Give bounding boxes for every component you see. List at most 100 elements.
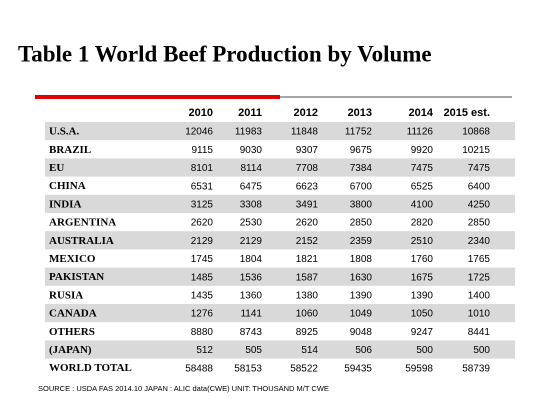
cell-value: 58739 — [462, 363, 490, 374]
gray-rule — [280, 96, 512, 98]
cell-value: 1141 — [240, 309, 262, 320]
cell-value: 1587 — [296, 272, 319, 283]
row-band — [45, 231, 515, 250]
row-label: CHINA — [49, 180, 86, 192]
cell-value: 1804 — [240, 254, 263, 265]
cell-value: 1390 — [411, 291, 434, 302]
cell-value: 9247 — [411, 327, 434, 338]
row-label: OTHERS — [49, 326, 95, 338]
cell-value: 1010 — [468, 309, 491, 320]
cell-value: 1760 — [411, 254, 434, 265]
cell-value: 1765 — [468, 254, 491, 265]
cell-value: 1380 — [296, 291, 319, 302]
cell-value: 1536 — [240, 272, 263, 283]
cell-value: 59598 — [405, 363, 433, 374]
cell-value: 9675 — [350, 145, 373, 156]
cell-value: 9115 — [191, 145, 213, 156]
row-label: U.S.A. — [49, 126, 80, 138]
cell-value: 2820 — [411, 218, 434, 229]
row-band — [45, 340, 515, 359]
column-header: 2014 — [409, 107, 434, 119]
cell-value: 58488 — [185, 363, 213, 374]
cell-value: 7475 — [468, 163, 491, 174]
cell-value: 1745 — [191, 254, 214, 265]
cell-value: 1049 — [350, 309, 373, 320]
cell-value: 512 — [196, 345, 213, 356]
cell-value: 1276 — [191, 309, 214, 320]
cell-value: 1725 — [468, 272, 491, 283]
cell-value: 10215 — [462, 145, 490, 156]
cell-value: 1808 — [350, 254, 373, 265]
cell-value: 12046 — [185, 127, 213, 138]
cell-value: 11983 — [235, 127, 263, 138]
column-header: 2010 — [189, 107, 213, 119]
row-band — [45, 194, 515, 213]
cell-value: 8114 — [240, 163, 262, 174]
cell-value: 7384 — [350, 163, 373, 174]
row-label: EU — [49, 162, 64, 174]
cell-value: 2620 — [296, 218, 319, 229]
cell-value: 500 — [473, 345, 490, 356]
cell-value: 7708 — [296, 163, 319, 174]
cell-value: 7475 — [411, 163, 434, 174]
cell-value: 8743 — [240, 327, 263, 338]
cell-value: 11126 — [407, 127, 434, 138]
column-header: 2012 — [294, 107, 318, 119]
column-header: 2011 — [238, 107, 262, 119]
cell-value: 8441 — [468, 327, 491, 338]
column-header: 2013 — [348, 107, 372, 119]
column-header: 2015 est. — [444, 107, 490, 119]
cell-value: 1060 — [296, 309, 319, 320]
row-label: PAKISTAN — [49, 271, 104, 283]
row-label: (JAPAN) — [49, 344, 92, 356]
cell-value: 8925 — [296, 327, 319, 338]
cell-value: 6525 — [411, 181, 434, 192]
cell-value: 2359 — [350, 236, 373, 247]
cell-value: 1485 — [191, 272, 214, 283]
cell-value: 1400 — [468, 291, 491, 302]
cell-value: 6475 — [240, 181, 263, 192]
cell-value: 2152 — [296, 236, 319, 247]
red-rule — [35, 95, 280, 99]
cell-value: 9920 — [411, 145, 434, 156]
row-label: BRAZIL — [49, 144, 91, 156]
cell-value: 6400 — [468, 181, 491, 192]
title: Table 1 World Beef Production by Volume — [18, 41, 432, 66]
cell-value: 514 — [301, 345, 318, 356]
source: SOURCE : USDA FAS 2014.10 JAPAN : ALIC d… — [38, 384, 329, 393]
cell-value: 11848 — [291, 127, 319, 138]
cell-value: 59435 — [344, 363, 372, 374]
cell-value: 3308 — [240, 200, 263, 211]
cell-value: 2530 — [240, 218, 263, 229]
cell-value: 2129 — [240, 236, 263, 247]
row-band — [45, 122, 515, 141]
cell-value: 506 — [355, 345, 372, 356]
cell-value: 6531 — [191, 181, 214, 192]
cell-value: 4250 — [468, 200, 491, 211]
row-band — [45, 304, 515, 323]
cell-value: 10868 — [462, 127, 490, 138]
row-label: INDIA — [49, 198, 81, 210]
cell-value: 505 — [245, 345, 262, 356]
row-label: AUSTRALIA — [49, 235, 114, 247]
cell-value: 9030 — [240, 145, 263, 156]
cell-value: 3125 — [191, 200, 214, 211]
cell-value: 1675 — [411, 272, 434, 283]
cell-value: 2129 — [191, 236, 214, 247]
row-label: WORLD TOTAL — [49, 362, 132, 374]
row-label: RUSIA — [49, 289, 83, 301]
row-label: CANADA — [49, 308, 97, 320]
row-label: MEXICO — [49, 253, 96, 265]
cell-value: 2510 — [411, 236, 434, 247]
cell-value: 3800 — [350, 200, 373, 211]
cell-value: 6623 — [296, 181, 319, 192]
cell-value: 2850 — [350, 218, 373, 229]
cell-value: 58522 — [290, 363, 318, 374]
cell-value: 9048 — [350, 327, 373, 338]
cell-value: 500 — [416, 345, 433, 356]
row-band — [45, 267, 515, 286]
cell-value: 1050 — [411, 309, 434, 320]
cell-value: 11752 — [345, 127, 373, 138]
cell-value: 1435 — [191, 291, 214, 302]
